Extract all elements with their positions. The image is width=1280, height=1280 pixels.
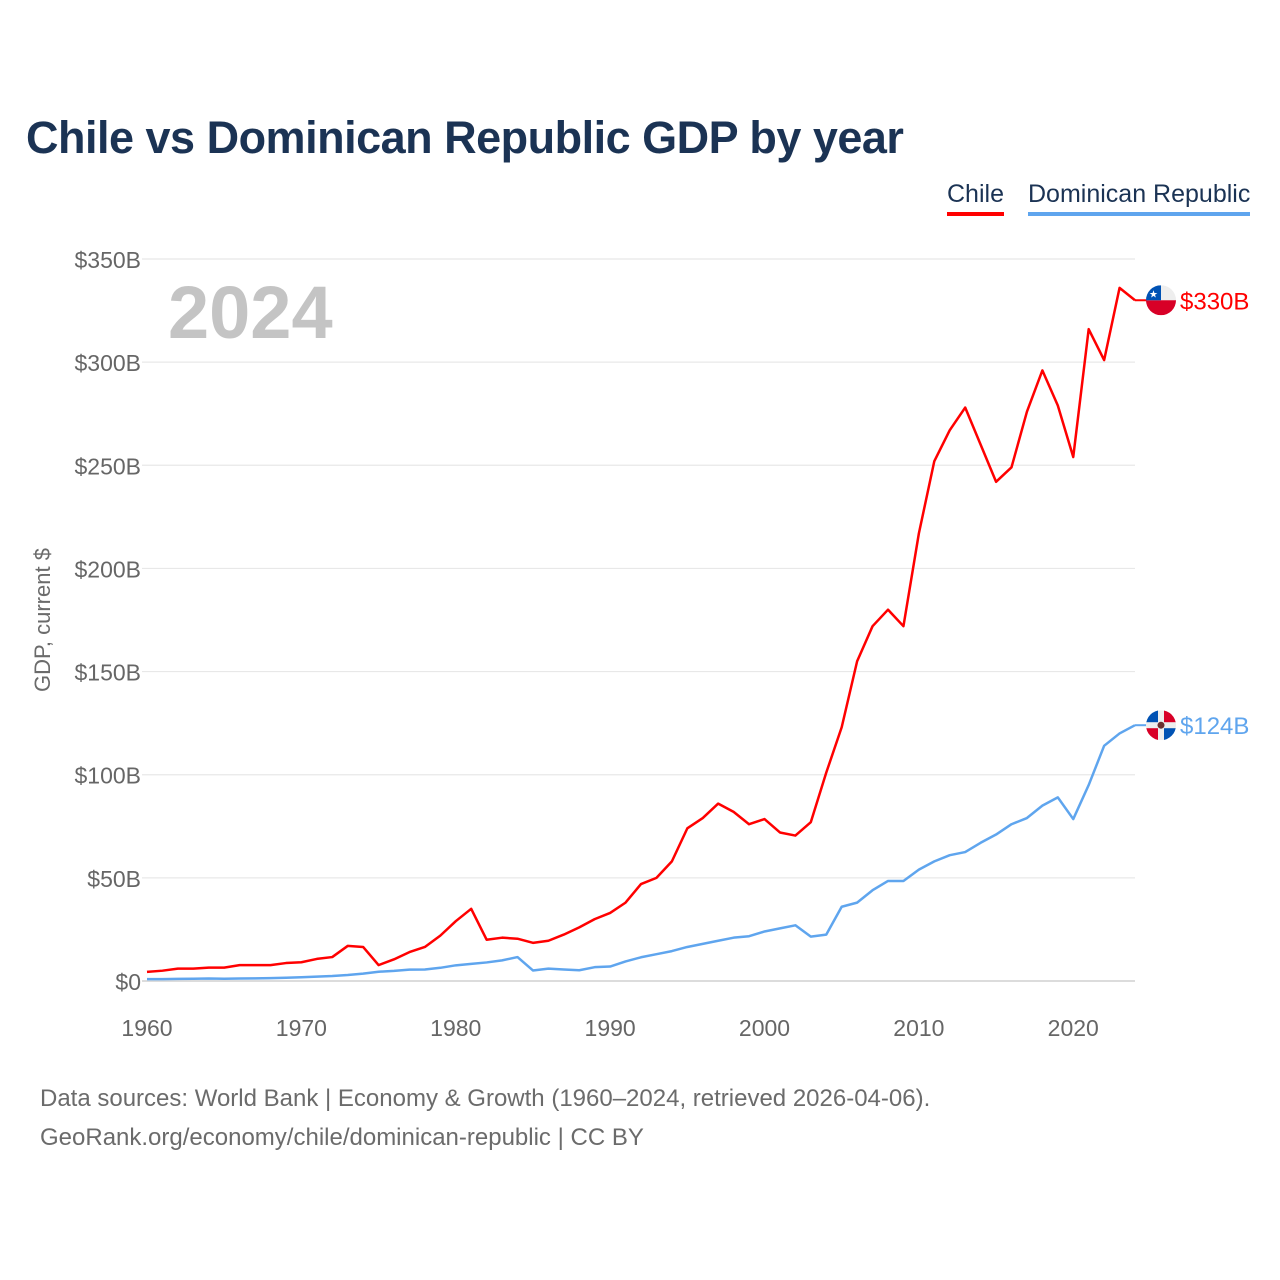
- legend-item-chile[interactable]: Chile: [947, 180, 1004, 216]
- x-tick-label: 1980: [430, 1015, 481, 1041]
- star-icon: ★: [1149, 289, 1158, 300]
- x-tick-label: 1990: [585, 1015, 636, 1041]
- y-tick-label: $300B: [74, 350, 141, 376]
- footer-link[interactable]: GeoRank.org/economy/chile/dominican-repu…: [40, 1124, 644, 1151]
- dominican-republic-flag-icon: [1146, 710, 1176, 741]
- y-tick-label: $200B: [74, 556, 141, 582]
- series-line-dominican-republic: [147, 724, 1136, 981]
- x-tick-label: 1970: [276, 1015, 327, 1041]
- flag-body: ★: [1146, 285, 1176, 316]
- y-tick-label: $350B: [74, 247, 141, 273]
- legend-item-dominican-republic[interactable]: Dominican Republic: [1028, 180, 1251, 216]
- flag-q2: [1164, 710, 1176, 723]
- x-tick-label: 1960: [121, 1015, 172, 1041]
- end-value-label: $330B: [1180, 288, 1249, 315]
- flag-q1: [1146, 710, 1158, 723]
- end-value-label: $124B: [1180, 713, 1249, 740]
- year-watermark: 2024: [168, 271, 333, 354]
- y-tick-label: $150B: [74, 660, 141, 686]
- flag-q3: [1146, 728, 1158, 741]
- y-axis-label: GDP, current $: [30, 548, 55, 692]
- flag-q4: [1164, 728, 1176, 741]
- flag-red: [1146, 300, 1176, 316]
- series-line-chile: [146, 286, 1136, 974]
- footer-sources: Data sources: World Bank | Economy & Gro…: [40, 1085, 931, 1112]
- flag-emblem: [1157, 721, 1165, 729]
- y-tick-label: $100B: [74, 763, 141, 789]
- flag-body: [1146, 710, 1176, 741]
- y-tick-label: $250B: [74, 453, 141, 479]
- x-tick-label: 2010: [893, 1015, 944, 1041]
- x-tick-label: 2000: [739, 1015, 790, 1041]
- y-tick-label: $0: [115, 969, 141, 995]
- x-tick-label: 2020: [1048, 1015, 1099, 1041]
- chart-title: Chile vs Dominican Republic GDP by year: [26, 112, 904, 163]
- y-tick-label: $50B: [87, 866, 141, 892]
- chile-flag-icon: ★: [1146, 285, 1176, 316]
